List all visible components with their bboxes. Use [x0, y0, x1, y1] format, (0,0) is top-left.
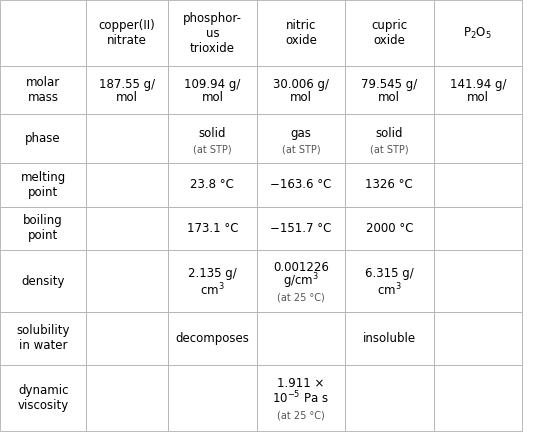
- Bar: [168, 250, 257, 312]
- Text: 6.315 g/: 6.315 g/: [365, 267, 414, 280]
- Bar: [86, 312, 168, 365]
- Bar: [434, 250, 522, 312]
- Text: dynamic
viscosity: dynamic viscosity: [17, 384, 69, 412]
- Bar: [257, 312, 345, 365]
- Text: mol: mol: [201, 91, 223, 104]
- Text: solid: solid: [199, 127, 226, 140]
- Bar: [0, 207, 86, 250]
- Text: gas: gas: [290, 127, 311, 140]
- Text: (at STP): (at STP): [193, 144, 232, 154]
- Text: solid: solid: [376, 127, 403, 140]
- Bar: [0, 66, 86, 114]
- Bar: [86, 114, 168, 163]
- Text: (at 25 °C): (at 25 °C): [277, 292, 325, 302]
- Text: cm$^3$: cm$^3$: [200, 282, 224, 299]
- Bar: [257, 66, 345, 114]
- Text: 10$^{-5}$ Pa s: 10$^{-5}$ Pa s: [272, 389, 329, 406]
- Bar: [86, 163, 168, 207]
- Text: 2.135 g/: 2.135 g/: [188, 267, 237, 280]
- Bar: [257, 250, 345, 312]
- Text: (at STP): (at STP): [370, 144, 408, 154]
- Bar: [434, 0, 522, 66]
- Bar: [345, 365, 434, 431]
- Text: mol: mol: [378, 91, 400, 104]
- Bar: [345, 312, 434, 365]
- Text: 173.1 °C: 173.1 °C: [187, 222, 238, 235]
- Text: mol: mol: [116, 91, 138, 104]
- Text: 141.94 g/: 141.94 g/: [449, 78, 506, 91]
- Text: molar
mass: molar mass: [26, 76, 60, 104]
- Text: −151.7 °C: −151.7 °C: [270, 222, 331, 235]
- Text: boiling
point: boiling point: [23, 215, 63, 242]
- Bar: [168, 207, 257, 250]
- Text: cm$^3$: cm$^3$: [377, 282, 401, 299]
- Text: (at 25 °C): (at 25 °C): [277, 410, 325, 420]
- Bar: [0, 0, 86, 66]
- Text: 30.006 g/: 30.006 g/: [273, 78, 329, 91]
- Text: phosphor-
us
trioxide: phosphor- us trioxide: [183, 12, 242, 55]
- Text: solubility
in water: solubility in water: [16, 325, 70, 352]
- Text: 187.55 g/: 187.55 g/: [99, 78, 155, 91]
- Bar: [345, 114, 434, 163]
- Text: mol: mol: [290, 91, 312, 104]
- Bar: [345, 250, 434, 312]
- Text: copper(II)
nitrate: copper(II) nitrate: [99, 19, 156, 47]
- Text: −163.6 °C: −163.6 °C: [270, 178, 331, 191]
- Bar: [434, 312, 522, 365]
- Bar: [257, 207, 345, 250]
- Text: phase: phase: [25, 132, 61, 145]
- Bar: [0, 312, 86, 365]
- Text: 79.545 g/: 79.545 g/: [361, 78, 418, 91]
- Bar: [168, 163, 257, 207]
- Bar: [345, 163, 434, 207]
- Text: insoluble: insoluble: [363, 332, 416, 345]
- Bar: [257, 365, 345, 431]
- Bar: [0, 250, 86, 312]
- Bar: [257, 163, 345, 207]
- Text: 109.94 g/: 109.94 g/: [184, 78, 241, 91]
- Text: 1.911 ×: 1.911 ×: [277, 377, 324, 390]
- Bar: [168, 312, 257, 365]
- Text: 1326 °C: 1326 °C: [365, 178, 413, 191]
- Text: (at STP): (at STP): [282, 144, 320, 154]
- Bar: [434, 66, 522, 114]
- Bar: [86, 207, 168, 250]
- Bar: [257, 0, 345, 66]
- Text: g/cm$^3$: g/cm$^3$: [283, 271, 319, 291]
- Bar: [0, 163, 86, 207]
- Text: 2000 °C: 2000 °C: [366, 222, 413, 235]
- Bar: [168, 365, 257, 431]
- Text: cupric
oxide: cupric oxide: [371, 19, 407, 47]
- Text: density: density: [21, 274, 65, 288]
- Bar: [168, 114, 257, 163]
- Bar: [345, 207, 434, 250]
- Bar: [0, 365, 86, 431]
- Text: 23.8 °C: 23.8 °C: [191, 178, 234, 191]
- Bar: [86, 0, 168, 66]
- Bar: [345, 0, 434, 66]
- Bar: [86, 66, 168, 114]
- Text: 0.001226: 0.001226: [273, 261, 329, 274]
- Bar: [434, 163, 522, 207]
- Bar: [0, 114, 86, 163]
- Bar: [86, 365, 168, 431]
- Text: decomposes: decomposes: [175, 332, 250, 345]
- Text: melting
point: melting point: [21, 171, 66, 198]
- Text: nitric
oxide: nitric oxide: [285, 19, 317, 47]
- Bar: [434, 365, 522, 431]
- Text: mol: mol: [467, 91, 489, 104]
- Bar: [168, 66, 257, 114]
- Bar: [257, 114, 345, 163]
- Text: P$_2$O$_5$: P$_2$O$_5$: [464, 25, 492, 41]
- Bar: [434, 207, 522, 250]
- Bar: [86, 250, 168, 312]
- Bar: [168, 0, 257, 66]
- Bar: [434, 114, 522, 163]
- Bar: [345, 66, 434, 114]
